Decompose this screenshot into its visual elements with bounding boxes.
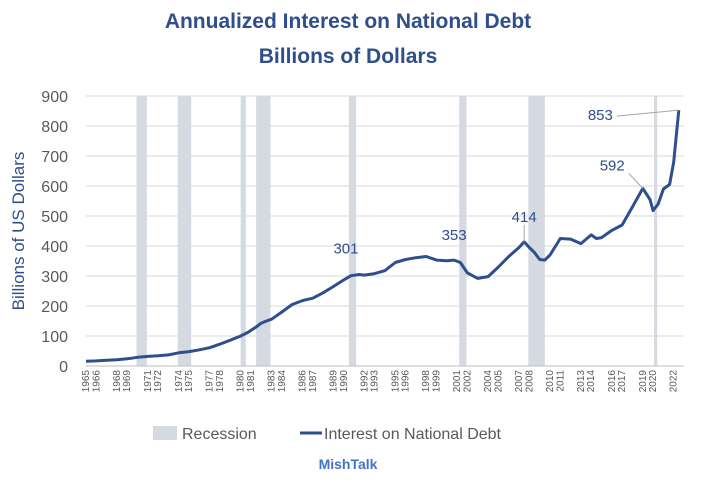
legend-recession-swatch [153, 426, 177, 440]
x-tick-label: 1974 [174, 370, 185, 393]
x-tick-label: 1969 [122, 370, 133, 393]
x-tick-label: 2014 [586, 370, 597, 393]
x-tick-label: 1986 [298, 370, 309, 393]
recession-band [459, 96, 467, 366]
x-tick-label: 1989 [328, 370, 339, 393]
recession-band [348, 96, 357, 366]
annotation-leader [616, 109, 679, 117]
x-tick-label: 1972 [153, 370, 164, 393]
x-tick-label: 2019 [638, 370, 649, 393]
x-tick-label: 2016 [607, 370, 618, 393]
x-tick-label: 1983 [267, 370, 278, 393]
x-tick-label: 2010 [545, 370, 556, 393]
x-tick-label: 1980 [236, 370, 247, 393]
x-tick-label: 1965 [81, 370, 92, 393]
annotations: 301 353 414 592 853 [333, 107, 679, 258]
x-tick-label: 2017 [617, 370, 628, 393]
x-tick-label: 1981 [246, 370, 257, 393]
x-tick-label: 1978 [215, 370, 226, 393]
x-tick-label: 1968 [112, 370, 123, 393]
x-tick-label: 2022 [669, 370, 680, 393]
legend-interest-label: Interest on National Debt [324, 426, 502, 443]
x-tick-label: 1987 [308, 370, 319, 393]
y-tick-label: 0 [59, 359, 68, 376]
x-tick-label: 1975 [184, 370, 195, 393]
x-tick-label: 1993 [370, 370, 381, 393]
annotation-leader [628, 173, 644, 189]
x-tick-label: 2011 [555, 370, 566, 392]
y-tick-label: 100 [41, 329, 68, 346]
series-line-interest [85, 109, 681, 363]
y-tick-label: 800 [41, 119, 68, 136]
recession-bands [136, 96, 658, 366]
x-tick-label: 2013 [576, 370, 587, 393]
x-tick-label: 1984 [277, 370, 288, 393]
recession-band [654, 96, 658, 366]
recession-band [528, 96, 545, 366]
x-tick-label: 1966 [91, 370, 102, 393]
y-tick-label: 500 [41, 209, 68, 226]
chart-title: Annualized Interest on National Debt [165, 10, 531, 33]
y-axis-label: Billions of US Dollars [9, 152, 28, 311]
credit-label: MishTalk [319, 456, 378, 472]
x-tick-label: 2005 [493, 370, 504, 393]
recession-band [136, 96, 147, 366]
y-tick-label: 300 [41, 269, 68, 286]
annotation-label: 853 [588, 107, 613, 124]
x-tick-label: 2008 [524, 370, 535, 393]
x-tick-label: 1996 [401, 370, 412, 393]
y-tick-label: 400 [41, 239, 68, 256]
x-tick-label: 2001 [452, 370, 463, 393]
x-tick-label: 2004 [483, 370, 494, 393]
x-tick-label: 1990 [339, 370, 350, 393]
x-axis-ticks: 1965 1966 1968 1969 1971 1972 1974 1975 1977 1978… [81, 370, 680, 393]
x-tick-label: 1977 [205, 370, 216, 393]
x-tick-label: 1971 [143, 370, 154, 393]
y-tick-label: 200 [41, 299, 68, 316]
y-tick-label: 600 [41, 179, 68, 196]
x-tick-label: 1995 [390, 370, 401, 393]
annotation-label: 414 [512, 209, 537, 226]
annotation-label: 301 [333, 241, 358, 258]
grid-lines [86, 95, 684, 337]
x-tick-label: 2020 [648, 370, 659, 393]
y-axis-ticks: 0 100 200 300 400 500 600 700 800 900 [41, 89, 68, 376]
recession-band [177, 96, 192, 366]
annotation-label: 592 [600, 157, 625, 174]
y-tick-label: 900 [41, 89, 68, 106]
x-tick-label: 1998 [421, 370, 432, 393]
x-tick-label: 1992 [359, 370, 370, 393]
recession-band [256, 96, 271, 366]
chart-subtitle: Billions of Dollars [259, 45, 438, 68]
x-tick-label: 1999 [432, 370, 443, 393]
legend-recession-label: Recession [182, 426, 257, 443]
recession-band [240, 96, 246, 366]
annotation-label: 353 [442, 227, 467, 244]
x-tick-label: 2002 [462, 370, 473, 393]
x-tick-label: 2007 [514, 370, 525, 393]
legend: Recession Interest on National Debt [153, 426, 502, 443]
y-tick-label: 700 [41, 149, 68, 166]
